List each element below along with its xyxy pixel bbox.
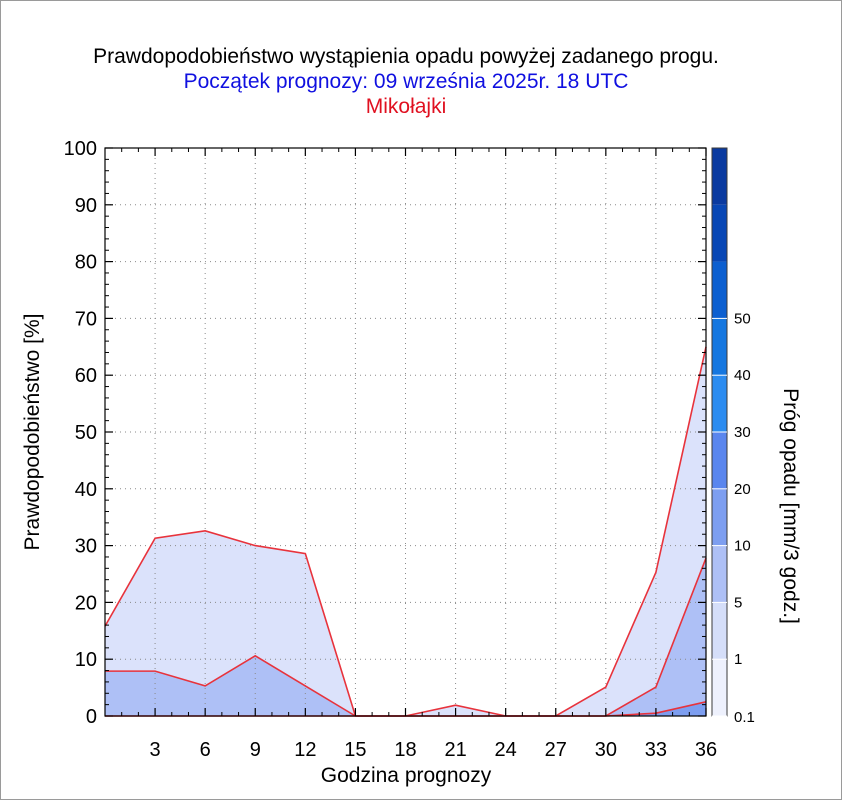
colorbar-segment (712, 204, 727, 262)
y-tick-label: 50 (75, 422, 97, 444)
colorbar-tick-label: 5 (734, 594, 742, 611)
colorbar-segment (712, 318, 727, 376)
colorbar-segment (712, 432, 727, 489)
area-series-5 (105, 701, 706, 716)
x-axis-label: Godzina prognozy (321, 764, 492, 787)
y-tick-label: 80 (75, 252, 97, 274)
chart-subtitle: Początek prognozy: 09 września 2025r. 18… (184, 70, 629, 93)
colorbar-segment (712, 488, 727, 546)
colorbar-tick-label: 10 (734, 538, 751, 555)
colorbar-segment (712, 148, 727, 205)
x-tick-label: 27 (545, 739, 567, 761)
x-tick-label: 21 (444, 739, 466, 761)
colorbar-segment (712, 602, 727, 660)
x-tick-label: 6 (200, 739, 211, 761)
location-label: Mikołajki (366, 95, 447, 118)
colorbar-segment (712, 261, 727, 319)
colorbar: 0.1 1 5 10 20 30 40 50 (711, 147, 755, 726)
x-tick-label: 30 (595, 739, 617, 761)
area-series-1 (105, 558, 706, 716)
y-tick-label: 90 (75, 195, 97, 217)
x-tick-label: 36 (695, 739, 717, 761)
x-tick-label: 33 (645, 739, 667, 761)
x-tick-label: 15 (344, 739, 366, 761)
colorbar-tick-label: 40 (734, 367, 751, 384)
colorbar-tick-label: 20 (734, 481, 751, 498)
colorbar-label: Próg opadu [mm/3 godz.] (779, 388, 802, 624)
colorbar-tick-label: 50 (734, 310, 751, 327)
x-tick-label: 18 (394, 739, 416, 761)
y-tick-label: 20 (75, 592, 97, 614)
y-tick-label: 30 (75, 536, 97, 558)
colorbar-segment (712, 545, 727, 603)
x-tick-label: 3 (150, 739, 161, 761)
y-tick-label: 40 (75, 479, 97, 501)
colorbar-tick-label: 30 (734, 424, 751, 441)
y-tick-label: 100 (64, 138, 97, 160)
x-tick-label: 12 (294, 739, 316, 761)
chart-title: Prawdopodobieństwo wystąpienia opadu pow… (93, 45, 719, 68)
colorbar-segment (712, 659, 727, 716)
y-tick-label: 70 (75, 308, 97, 330)
y-axis-label: Prawdopodobieństwo [%] (21, 314, 44, 551)
colorbar-tick-label: 0.1 (734, 709, 755, 726)
y-tick-label: 60 (75, 365, 97, 387)
x-tick-label: 24 (495, 739, 517, 761)
y-tick-label: 0 (86, 706, 97, 728)
x-tick-label: 9 (250, 739, 261, 761)
colorbar-segment (712, 375, 727, 432)
y-tick-label: 10 (75, 649, 97, 671)
colorbar-tick-label: 1 (734, 651, 742, 668)
